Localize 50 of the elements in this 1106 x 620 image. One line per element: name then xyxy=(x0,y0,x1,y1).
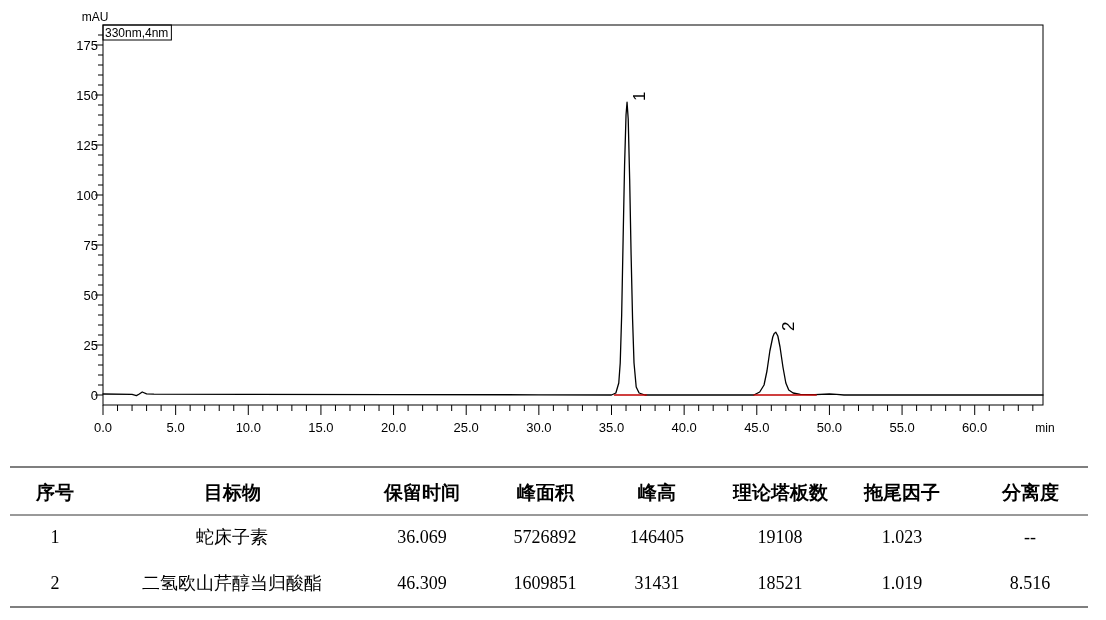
y-tick-label: 0 xyxy=(90,388,98,403)
y-tick-label: 150 xyxy=(76,88,98,103)
x-tick-label: 15.0 xyxy=(308,420,334,435)
text: 146405 xyxy=(630,527,684,547)
text: 8.516 xyxy=(1009,573,1051,593)
x-tick-label: 45.0 xyxy=(744,420,770,435)
text: 19108 xyxy=(757,527,803,547)
x-tick-label: 20.0 xyxy=(380,420,407,435)
text: 1.023 xyxy=(881,527,923,547)
text: 二氢欧山芹醇当归酸酯 xyxy=(142,573,322,593)
text: 1.019 xyxy=(881,573,923,593)
text: 1 xyxy=(50,527,60,547)
x-tick-label: 40.0 xyxy=(671,420,697,435)
text: 峰高 xyxy=(638,482,676,503)
text: 蛇床子素 xyxy=(196,527,268,547)
annotation: 330nm,4nm xyxy=(105,26,169,40)
x-tick-label: 55.0 xyxy=(889,420,915,435)
y-tick-label: 125 xyxy=(76,138,98,153)
text: 2 xyxy=(50,573,60,593)
text: 1609851 xyxy=(513,573,577,593)
x-tick-label: 5.0 xyxy=(166,420,185,435)
y-tick-label: 100 xyxy=(76,188,98,203)
x-tick-label: 35.0 xyxy=(598,420,625,435)
x-tick-label: 60.0 xyxy=(962,420,988,435)
text: 理论塔板数 xyxy=(731,482,829,503)
y-tick-label: 175 xyxy=(76,38,98,53)
x-tick-label: 10.0 xyxy=(235,420,261,435)
text: 36.069 xyxy=(397,527,447,547)
x-tick-label: 0.0 xyxy=(93,420,113,435)
y-axis-title: mAU xyxy=(81,10,109,24)
y-tick-label: 25 xyxy=(83,338,98,353)
text: 保留时间 xyxy=(383,482,460,503)
y-tick-label: 50 xyxy=(83,288,98,303)
text: 峰面积 xyxy=(516,482,575,503)
text: -- xyxy=(1024,527,1036,547)
x-tick-label: 50.0 xyxy=(816,420,843,435)
x-axis-title: min xyxy=(1035,421,1055,435)
x-tick-label: 25.0 xyxy=(453,420,479,435)
x-tick-label: 30.0 xyxy=(526,420,552,435)
text: 5726892 xyxy=(513,527,577,547)
annotation: 2 xyxy=(778,321,798,331)
text: 序号 xyxy=(35,482,74,503)
annotation: 1 xyxy=(630,91,650,101)
y-tick-label: 75 xyxy=(83,238,98,253)
text: 18521 xyxy=(757,573,803,593)
text: 目标物 xyxy=(203,482,261,503)
text: 46.309 xyxy=(397,573,447,593)
text: 31431 xyxy=(634,573,680,593)
text: 分离度 xyxy=(1000,482,1059,503)
text: 拖尾因子 xyxy=(863,482,940,503)
